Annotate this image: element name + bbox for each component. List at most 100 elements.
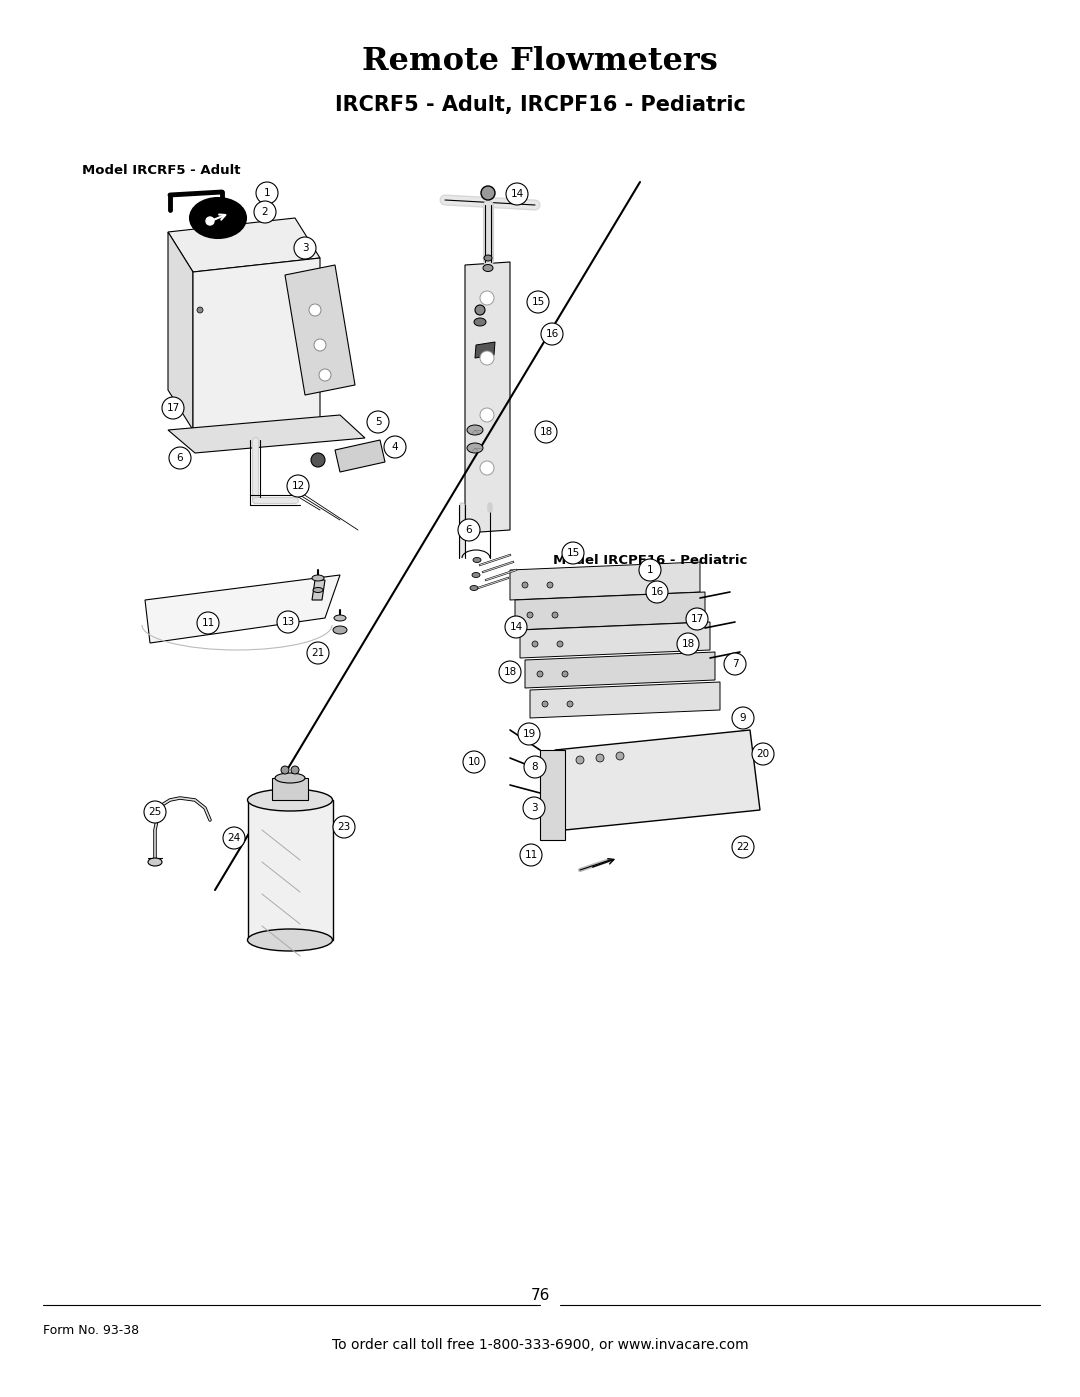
- Circle shape: [524, 756, 546, 778]
- Circle shape: [523, 798, 545, 819]
- Ellipse shape: [281, 766, 289, 774]
- Text: 16: 16: [545, 330, 558, 339]
- Text: 10: 10: [468, 757, 481, 767]
- Text: 11: 11: [201, 617, 215, 629]
- Polygon shape: [510, 562, 700, 599]
- Circle shape: [463, 752, 485, 773]
- Circle shape: [616, 752, 624, 760]
- Text: Model IRCRF5 - Adult: Model IRCRF5 - Adult: [82, 163, 241, 176]
- Circle shape: [480, 461, 494, 475]
- Circle shape: [732, 835, 754, 858]
- Text: 24: 24: [228, 833, 241, 842]
- Circle shape: [480, 351, 494, 365]
- Text: 2: 2: [261, 207, 268, 217]
- Text: 22: 22: [737, 842, 750, 852]
- Polygon shape: [145, 576, 340, 643]
- Polygon shape: [475, 342, 495, 358]
- Circle shape: [287, 475, 309, 497]
- Ellipse shape: [483, 264, 492, 271]
- Circle shape: [562, 671, 568, 678]
- Polygon shape: [465, 263, 510, 534]
- Polygon shape: [285, 265, 355, 395]
- Text: 13: 13: [282, 617, 295, 627]
- Circle shape: [256, 182, 278, 204]
- Text: 14: 14: [511, 189, 524, 198]
- Text: 19: 19: [523, 729, 536, 739]
- Circle shape: [557, 641, 563, 647]
- Circle shape: [677, 633, 699, 655]
- Circle shape: [537, 671, 543, 678]
- Text: 9: 9: [740, 712, 746, 724]
- Circle shape: [254, 201, 276, 224]
- Circle shape: [507, 183, 528, 205]
- Polygon shape: [525, 652, 715, 687]
- Circle shape: [535, 420, 557, 443]
- Text: 3: 3: [530, 803, 538, 813]
- Text: Form No. 93-38: Form No. 93-38: [43, 1323, 139, 1337]
- Text: 20: 20: [756, 749, 770, 759]
- Circle shape: [162, 397, 184, 419]
- Polygon shape: [515, 592, 705, 630]
- Text: 18: 18: [539, 427, 553, 437]
- Circle shape: [527, 612, 534, 617]
- Ellipse shape: [472, 573, 480, 577]
- Circle shape: [567, 701, 573, 707]
- Circle shape: [311, 453, 325, 467]
- Ellipse shape: [474, 319, 486, 326]
- Text: 21: 21: [311, 648, 325, 658]
- Ellipse shape: [275, 773, 305, 782]
- Circle shape: [546, 583, 553, 588]
- Circle shape: [367, 411, 389, 433]
- Circle shape: [541, 323, 563, 345]
- Text: 7: 7: [731, 659, 739, 669]
- Text: 11: 11: [525, 849, 538, 861]
- Text: IRCRF5 - Adult, IRCPF16 - Pediatric: IRCRF5 - Adult, IRCPF16 - Pediatric: [335, 95, 745, 115]
- Ellipse shape: [334, 615, 346, 622]
- Circle shape: [197, 612, 219, 634]
- Ellipse shape: [470, 585, 478, 591]
- Circle shape: [197, 307, 203, 313]
- Polygon shape: [168, 232, 193, 430]
- Text: 6: 6: [465, 525, 472, 535]
- Text: 18: 18: [503, 666, 516, 678]
- Ellipse shape: [313, 588, 323, 592]
- Circle shape: [532, 641, 538, 647]
- Text: Model IRCPF16 - Pediatric: Model IRCPF16 - Pediatric: [553, 553, 747, 567]
- Circle shape: [206, 217, 214, 225]
- Circle shape: [307, 643, 329, 664]
- Circle shape: [480, 291, 494, 305]
- Circle shape: [319, 369, 330, 381]
- FancyBboxPatch shape: [272, 778, 308, 800]
- Text: 18: 18: [681, 638, 694, 650]
- Circle shape: [333, 816, 355, 838]
- Ellipse shape: [467, 443, 483, 453]
- Text: 3: 3: [301, 243, 308, 253]
- Text: 17: 17: [166, 402, 179, 414]
- Text: 1: 1: [264, 189, 270, 198]
- Polygon shape: [193, 258, 320, 446]
- Ellipse shape: [148, 858, 162, 866]
- Ellipse shape: [481, 186, 495, 200]
- Circle shape: [646, 581, 669, 604]
- Ellipse shape: [312, 576, 324, 581]
- Circle shape: [686, 608, 708, 630]
- Ellipse shape: [291, 766, 299, 774]
- Polygon shape: [519, 622, 710, 658]
- Text: 17: 17: [690, 615, 704, 624]
- Text: 16: 16: [650, 587, 663, 597]
- Polygon shape: [530, 682, 720, 718]
- Text: 5: 5: [375, 416, 381, 427]
- Circle shape: [639, 559, 661, 581]
- Text: 8: 8: [531, 761, 538, 773]
- Ellipse shape: [484, 256, 492, 261]
- Circle shape: [505, 616, 527, 638]
- Circle shape: [562, 542, 584, 564]
- Ellipse shape: [190, 198, 246, 237]
- Circle shape: [527, 291, 549, 313]
- Circle shape: [542, 701, 548, 707]
- Text: 6: 6: [177, 453, 184, 462]
- Circle shape: [475, 305, 485, 314]
- Polygon shape: [540, 750, 565, 840]
- Text: To order call toll free 1-800-333-6900, or www.invacare.com: To order call toll free 1-800-333-6900, …: [332, 1338, 748, 1352]
- Ellipse shape: [467, 425, 483, 434]
